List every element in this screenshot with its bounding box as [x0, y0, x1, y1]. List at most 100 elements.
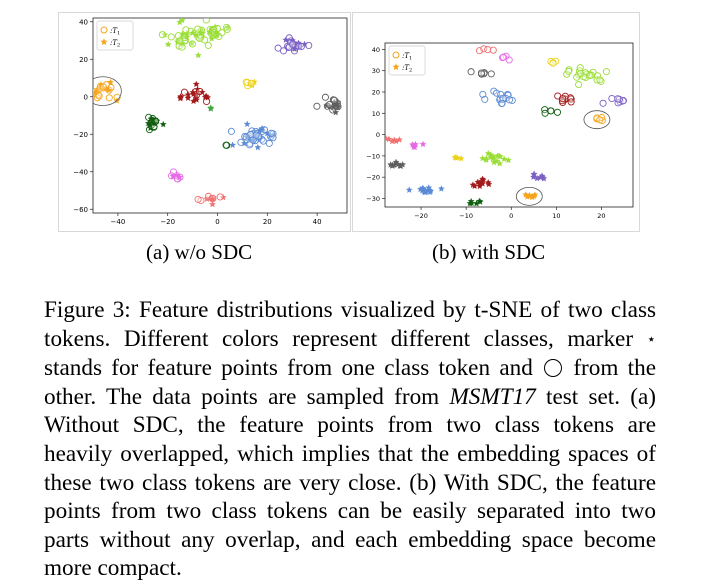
- circle-point: [279, 47, 288, 55]
- star-point: [184, 94, 192, 101]
- star-point: [254, 143, 262, 151]
- circle-point: [105, 94, 113, 102]
- star-point: [197, 29, 205, 37]
- circle-point: [487, 70, 495, 78]
- circle-point: [599, 99, 607, 107]
- legend-circle-icon: [100, 26, 108, 34]
- star-point: [468, 199, 476, 207]
- circle-point: [259, 137, 267, 145]
- feature-cluster: [466, 197, 484, 207]
- tsne-plot-b: −20 −10 0 10 20 40 30 20 10 0 −10 −20 −30:T1:T2: [352, 12, 640, 232]
- circle-point: [547, 107, 555, 115]
- star-point: [405, 186, 413, 193]
- feature-cluster: [207, 104, 215, 112]
- feature-cluster: [204, 23, 232, 49]
- star-point: [385, 135, 390, 142]
- star-point: [332, 101, 339, 109]
- y-tick-label: −30: [366, 195, 380, 203]
- circle-point: [499, 94, 507, 102]
- legend-circle-icon: [392, 51, 400, 59]
- star-point: [176, 173, 183, 181]
- tsne-plot-a: −40 −20 0 20 40 40 20 0 −20 −40 −60:T1:T2: [58, 12, 351, 232]
- y-tick-label: −10: [366, 152, 380, 160]
- circle-point: [242, 133, 250, 141]
- circle-point: [553, 108, 562, 116]
- star-point: [410, 143, 418, 150]
- circle-point: [493, 89, 501, 97]
- circle-point: [321, 93, 329, 101]
- legend-label: :T1: [110, 27, 120, 37]
- circle-point: [586, 72, 594, 80]
- star-point: [425, 186, 433, 194]
- feature-cluster: [274, 34, 313, 55]
- circle-point: [505, 96, 514, 104]
- feature-cluster: [593, 113, 606, 125]
- circle-point: [467, 68, 475, 76]
- highlight-ring: [93, 76, 122, 106]
- circle-point: [223, 25, 231, 33]
- star-point: [419, 185, 427, 192]
- circle-point: [549, 59, 557, 67]
- tsne-scatter-b: −20 −10 0 10 20 40 30 20 10 0 −10 −20 −30:T1:T2: [366, 42, 634, 220]
- star-marker-glyph: ⋆: [646, 331, 656, 348]
- y-tick-label: −20: [366, 174, 380, 182]
- x-tick-label: −10: [459, 212, 473, 220]
- circle-point: [178, 43, 186, 51]
- circle-point: [575, 81, 583, 89]
- circle-point: [559, 95, 567, 103]
- dataset-name: MSMT17: [449, 383, 536, 410]
- circle-point: [541, 109, 549, 117]
- circle-point: [249, 136, 257, 144]
- y-tick-label: −40: [73, 168, 88, 176]
- star-point: [243, 120, 251, 128]
- tsne-scatter-a: −40 −20 0 20 40 40 20 0 −20 −40 −60:T1:T2: [73, 17, 348, 226]
- circle-point: [99, 83, 107, 91]
- star-point: [332, 108, 340, 116]
- circle-point: [95, 92, 103, 100]
- feature-cluster: [469, 175, 493, 190]
- feature-cluster: [541, 106, 562, 117]
- circle-point: [194, 25, 202, 33]
- circle-point: [297, 43, 305, 51]
- feature-cluster: [242, 78, 258, 90]
- y-tick-label: −60: [73, 206, 88, 214]
- feature-cluster: [93, 78, 121, 104]
- legend-label: :T2: [402, 64, 412, 74]
- caption-label: Figure 3:: [44, 297, 131, 323]
- cluster-layer: [385, 45, 627, 207]
- circle-point: [180, 88, 189, 96]
- highlight-ring: [583, 110, 611, 130]
- star-point: [189, 29, 196, 37]
- circle-point: [242, 78, 250, 86]
- circle-point: [498, 99, 506, 107]
- circle-point: [313, 102, 321, 110]
- star-point: [530, 170, 538, 178]
- star-point: [263, 130, 271, 137]
- circle-point: [614, 95, 622, 103]
- circle-point: [167, 33, 175, 41]
- circle-point: [596, 76, 604, 84]
- star-point: [202, 92, 210, 99]
- circle-point: [596, 116, 604, 124]
- feature-cluster: [563, 64, 610, 89]
- star-point: [523, 193, 531, 200]
- star-point: [192, 31, 200, 38]
- star-point: [392, 137, 400, 145]
- feature-cluster: [467, 68, 495, 78]
- star-point: [229, 141, 237, 149]
- star-point: [496, 160, 504, 167]
- star-point: [198, 88, 206, 96]
- subcaption-a: (a) w/o SDC: [146, 240, 253, 264]
- y-tick-label: 30: [372, 67, 380, 75]
- star-point: [169, 172, 177, 180]
- x-tick-label: −20: [160, 218, 175, 226]
- circle-point: [246, 141, 254, 149]
- feature-cluster: [479, 149, 512, 167]
- star-point: [212, 28, 220, 36]
- cluster-layer: [93, 18, 342, 208]
- feature-cluster: [479, 87, 516, 108]
- star-point: [291, 45, 299, 52]
- star-point: [209, 200, 216, 208]
- plot-frame: [384, 42, 634, 208]
- highlight-ring: [515, 186, 543, 206]
